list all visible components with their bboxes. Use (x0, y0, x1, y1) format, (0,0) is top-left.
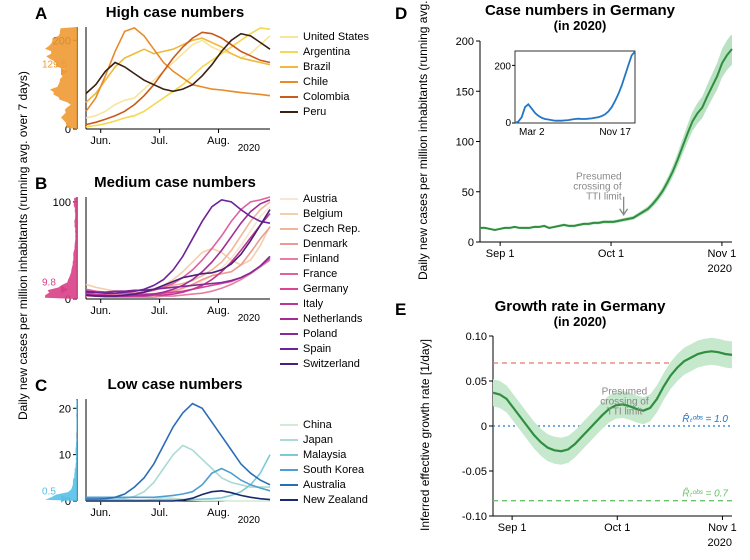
legend-item: Denmark (280, 237, 362, 251)
legend-item: South Korea (280, 463, 368, 477)
svg-text:Aug.: Aug. (207, 305, 230, 317)
svg-text:10: 10 (59, 450, 71, 462)
svg-text:2020: 2020 (238, 515, 261, 526)
svg-text:20: 20 (59, 403, 71, 415)
svg-text:0: 0 (481, 421, 487, 433)
legend-item: Colombia (280, 90, 369, 104)
svg-text:2020: 2020 (238, 143, 261, 154)
svg-text:Jun.: Jun. (90, 135, 111, 147)
svg-text:50: 50 (462, 187, 474, 199)
panel-b-label: B (35, 174, 47, 194)
svg-text:150: 150 (456, 86, 474, 98)
panel-c-label: C (35, 376, 47, 396)
svg-text:2020: 2020 (708, 537, 732, 549)
panel-a-marginal: 0200129.5 (40, 25, 78, 155)
legend-item: Japan (280, 433, 368, 447)
panel-a-label: A (35, 4, 47, 24)
panel-b-title: Medium case numbers (75, 174, 275, 191)
panel-d-title: Case numbers in Germany (440, 2, 720, 19)
svg-text:Sep 1: Sep 1 (498, 522, 527, 534)
panel-d-ylabel: Daily new cases per million inhabitants … (416, 30, 430, 280)
svg-text:2020: 2020 (708, 263, 732, 275)
legend-item: France (280, 267, 362, 281)
svg-text:0.10: 0.10 (466, 332, 487, 343)
legend-item: Austria (280, 192, 362, 206)
legend-item: Australia (280, 478, 368, 492)
panel-b-legend: AustriaBelgiumCzech Rep.DenmarkFinlandFr… (280, 192, 362, 372)
svg-text:Nov 1: Nov 1 (708, 522, 737, 534)
svg-text:Aug.: Aug. (207, 507, 230, 519)
svg-text:0.05: 0.05 (466, 376, 487, 388)
legend-item: Italy (280, 297, 362, 311)
legend-item: New Zealand (280, 493, 368, 507)
legend-item: Finland (280, 252, 362, 266)
panel-b-chart: Jun. Jul. Aug. 2020 (82, 195, 272, 325)
legend-item: Peru (280, 105, 369, 119)
svg-text:R̂ₜᵒᵇˢ = 0.7: R̂ₜᵒᵇˢ = 0.7 (682, 486, 728, 500)
panel-a-legend: United StatesArgentinaBrazilChileColombi… (280, 30, 369, 120)
svg-text:Oct 1: Oct 1 (598, 248, 624, 260)
svg-text:9.8: 9.8 (42, 277, 56, 288)
svg-text:2020: 2020 (238, 313, 261, 324)
panel-d-label: D (395, 4, 407, 24)
panel-a-chart: Jun. Jul. Aug. 2020 (82, 25, 272, 155)
svg-text:Sep 1: Sep 1 (486, 248, 515, 260)
legend-item: Switzerland (280, 357, 362, 371)
svg-text:200: 200 (456, 36, 474, 48)
svg-text:0.5: 0.5 (42, 487, 56, 498)
svg-text:-0.10: -0.10 (462, 511, 487, 523)
panel-c-legend: ChinaJapanMalaysiaSouth KoreaAustraliaNe… (280, 418, 368, 508)
panel-c-chart: Jun. Jul. Aug. 2020 (82, 397, 272, 527)
svg-text:Presumedcrossing ofTTI limit: Presumedcrossing ofTTI limit (600, 387, 649, 418)
legend-item: Czech Rep. (280, 222, 362, 236)
svg-text:Jun.: Jun. (90, 305, 111, 317)
legend-item: Malaysia (280, 448, 368, 462)
panel-c-title: Low case numbers (75, 376, 275, 393)
svg-text:100: 100 (456, 137, 474, 149)
svg-text:Presumedcrossing ofTTI limit: Presumedcrossing ofTTI limit (573, 172, 622, 203)
legend-item: Chile (280, 75, 369, 89)
panel-e-subtitle: (in 2020) (440, 314, 720, 329)
legend-item: Spain (280, 342, 362, 356)
legend-item: China (280, 418, 368, 432)
panel-e-chart: -0.10 -0.05 0 0.05 0.10 Sep 1 Oct 1 Nov 1 2020 R̂… (455, 332, 740, 552)
legend-item: Netherlands (280, 312, 362, 326)
svg-text:0: 0 (468, 237, 474, 249)
abc-ylabel: Daily new cases per million inhabitants … (16, 71, 30, 420)
legend-item: Poland (280, 327, 362, 341)
svg-text:100: 100 (53, 197, 71, 209)
svg-text:129.5: 129.5 (42, 60, 67, 71)
svg-text:Aug.: Aug. (207, 135, 230, 147)
panel-c-marginal: 010200.5 (40, 397, 78, 527)
panel-a-title: High case numbers (75, 4, 275, 21)
legend-item: Argentina (280, 45, 369, 59)
panel-e-ylabel: Inferred effective growth rate [1/day] (418, 330, 432, 540)
svg-text:R̂ₜᵒᵇˢ = 1.0: R̂ₜᵒᵇˢ = 1.0 (682, 411, 728, 425)
svg-text:Nov 1: Nov 1 (708, 248, 737, 260)
svg-text:Jul.: Jul. (151, 305, 168, 317)
svg-text:Mar 2: Mar 2 (519, 127, 545, 138)
legend-item: Germany (280, 282, 362, 296)
svg-text:Jun.: Jun. (90, 507, 111, 519)
svg-text:0: 0 (505, 118, 511, 129)
panel-e-label: E (395, 300, 406, 320)
svg-text:Jul.: Jul. (151, 507, 168, 519)
svg-text:-0.05: -0.05 (462, 466, 487, 478)
panel-e-title: Growth rate in Germany (440, 298, 720, 315)
legend-item: United States (280, 30, 369, 44)
svg-text:Oct 1: Oct 1 (604, 522, 630, 534)
panel-d-chart: 0 50 100 150 200 Sep 1 Oct 1 Nov 1 2020 Presumedc… (450, 35, 740, 280)
svg-text:Jul.: Jul. (151, 135, 168, 147)
svg-text:200: 200 (494, 61, 511, 72)
panel-b-marginal: 01009.8 (40, 195, 78, 325)
legend-item: Belgium (280, 207, 362, 221)
panel-d-subtitle: (in 2020) (440, 18, 720, 33)
legend-item: Brazil (280, 60, 369, 74)
svg-text:Nov 17: Nov 17 (599, 127, 631, 138)
